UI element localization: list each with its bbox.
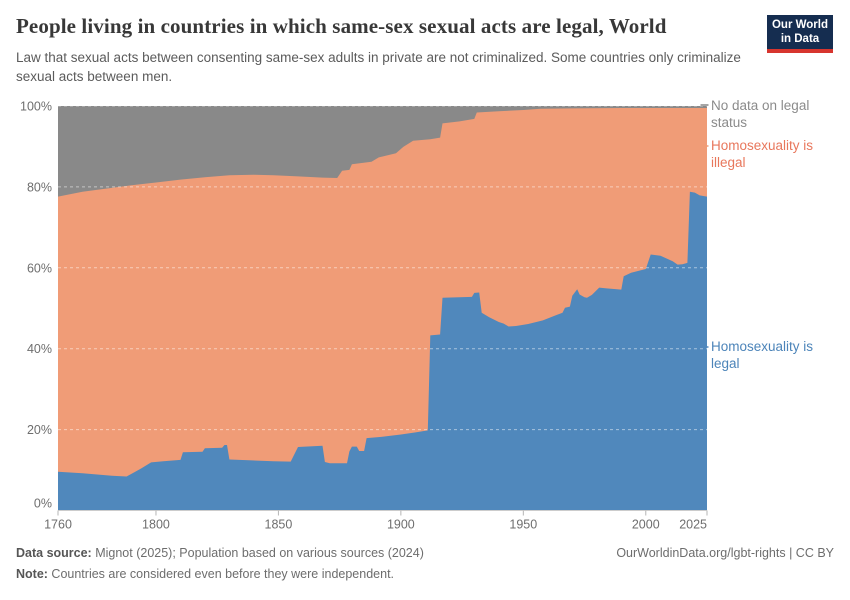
x-tick-label-2025: 2025 xyxy=(679,518,707,532)
chart-subtitle: Law that sexual acts between consenting … xyxy=(16,50,741,84)
y-tick-label-0: 0% xyxy=(34,497,52,511)
y-tick-label-100: 100% xyxy=(20,100,52,114)
x-tick-label-1800: 1800 xyxy=(142,518,170,532)
footer-note-label: Note: xyxy=(16,567,48,581)
y-tick-label-80: 80% xyxy=(27,180,52,194)
owid-logo: Our World in Data xyxy=(767,15,833,53)
y-tick-label-60: 60% xyxy=(27,261,52,275)
y-tick-label-20: 20% xyxy=(27,423,52,437)
footer-note-text: Countries are considered even before the… xyxy=(47,567,395,581)
footer-source-label: Data source: xyxy=(16,546,92,560)
owid-logo-line2: in Data xyxy=(780,32,820,45)
x-tick-label-1760: 1760 xyxy=(44,518,72,532)
footer-source-text: Mignot (2025); Population based on vario… xyxy=(91,546,424,560)
legend-label-legal: Homosexuality is legal xyxy=(711,339,814,371)
page-title: People living in countries in which same… xyxy=(16,14,667,38)
footer-link: OurWorldinData.org/lgbt-rights | CC BY xyxy=(616,546,834,560)
legend-label-illegal: Homosexuality is illegal xyxy=(711,138,814,170)
area-legal xyxy=(58,191,707,511)
footer-source: Data source: Mignot (2025); Population b… xyxy=(16,546,424,560)
footer-note: Note: Countries are considered even befo… xyxy=(16,567,394,581)
x-tick-label-1950: 1950 xyxy=(509,518,537,532)
x-tick-label-2000: 2000 xyxy=(632,518,660,532)
owid-logo-line1: Our World xyxy=(771,19,828,31)
x-tick-label-1850: 1850 xyxy=(265,518,293,532)
x-tick-label-1900: 1900 xyxy=(387,518,415,532)
y-tick-label-40: 40% xyxy=(27,342,52,356)
legend-label-no-data: No data on legal status xyxy=(711,98,810,130)
